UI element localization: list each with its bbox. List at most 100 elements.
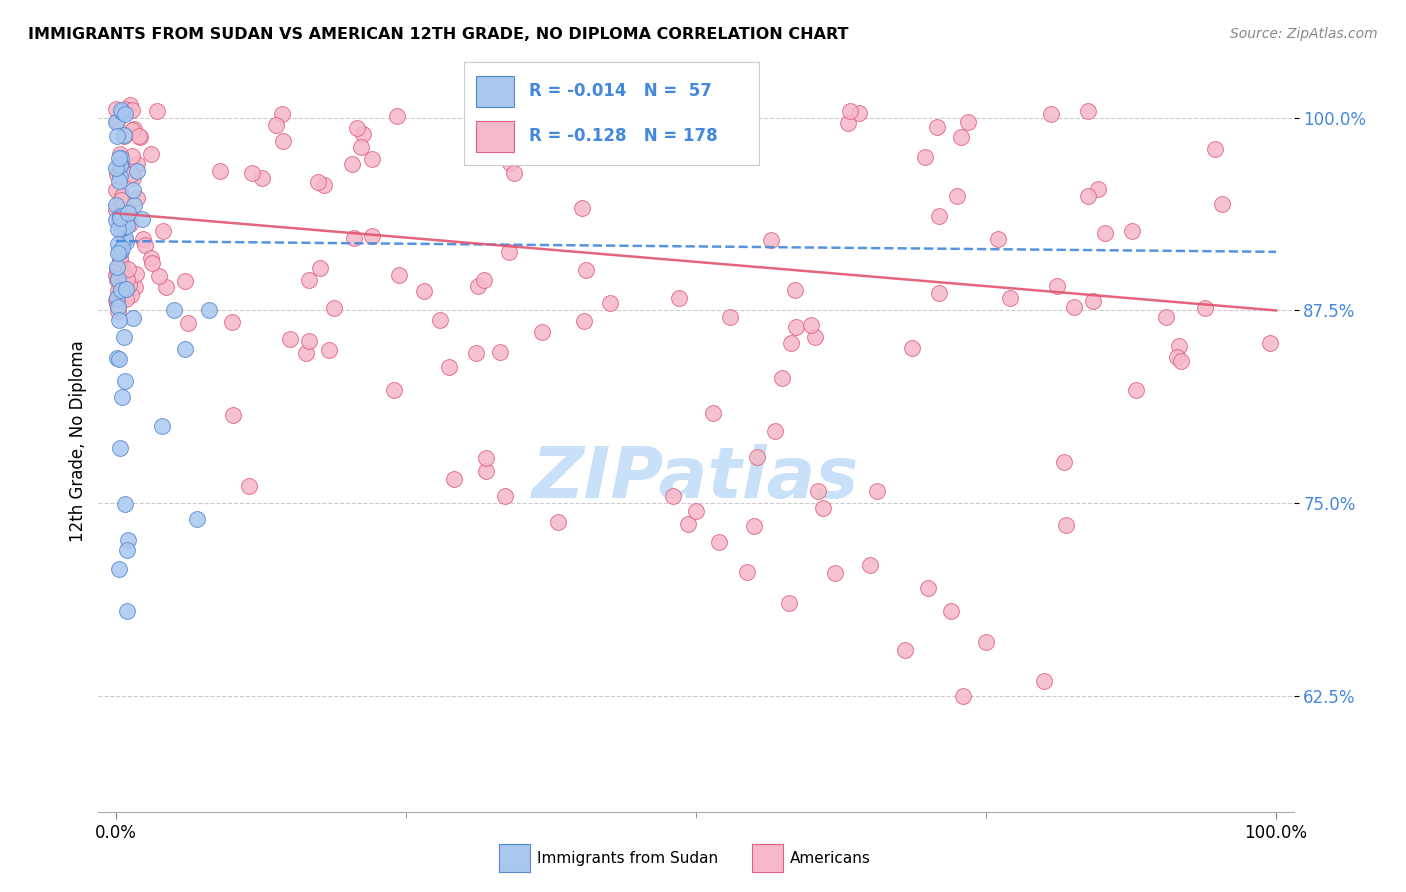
Point <box>780 335 803 350</box>
Point <box>1168 339 1191 353</box>
Point <box>702 406 724 420</box>
Point <box>110 244 132 259</box>
Point <box>945 189 967 203</box>
Point <box>105 260 128 275</box>
Point <box>186 511 208 525</box>
Point <box>131 212 153 227</box>
Point <box>108 151 131 165</box>
Point <box>914 150 936 164</box>
Point <box>1125 384 1147 398</box>
Point <box>974 635 997 649</box>
Point <box>941 604 963 618</box>
Point <box>152 224 174 238</box>
Point <box>494 489 516 503</box>
Point <box>115 272 138 286</box>
Point <box>1087 182 1109 196</box>
Point <box>108 295 131 310</box>
Point <box>107 246 129 260</box>
Point <box>104 183 127 197</box>
Point <box>105 203 128 218</box>
Point <box>987 231 1010 245</box>
Text: ZIPatlas: ZIPatlas <box>533 444 859 513</box>
Point <box>443 472 465 486</box>
Point <box>110 222 132 236</box>
Point <box>759 233 782 247</box>
Point <box>742 519 765 533</box>
Point <box>111 391 134 405</box>
Point <box>110 193 132 207</box>
Point <box>346 121 368 136</box>
Point <box>475 464 498 478</box>
Point <box>208 164 231 178</box>
Point <box>388 268 411 282</box>
Point <box>110 103 132 117</box>
Point <box>1033 673 1056 688</box>
Point <box>839 103 862 118</box>
Point <box>467 279 489 293</box>
Point <box>273 135 295 149</box>
Point <box>952 689 974 703</box>
Text: IMMIGRANTS FROM SUDAN VS AMERICAN 12TH GRADE, NO DIPLOMA CORRELATION CHART: IMMIGRANTS FROM SUDAN VS AMERICAN 12TH G… <box>28 27 849 42</box>
Point <box>307 175 329 189</box>
Point <box>1170 353 1192 368</box>
Point <box>298 273 321 287</box>
Point <box>240 166 263 180</box>
Point <box>1039 107 1062 121</box>
Point <box>271 107 294 121</box>
Point <box>197 303 219 318</box>
Point <box>894 642 917 657</box>
Point <box>121 149 143 163</box>
Point <box>155 280 177 294</box>
Point <box>1054 518 1077 533</box>
Point <box>387 109 409 123</box>
Point <box>595 124 617 138</box>
Point <box>572 314 595 328</box>
Point <box>1258 336 1281 351</box>
Point <box>104 293 127 308</box>
Point <box>108 312 131 326</box>
Point <box>111 189 134 203</box>
Point <box>139 147 162 161</box>
Point <box>117 262 139 277</box>
Point <box>866 483 889 498</box>
Point <box>221 314 243 328</box>
Point <box>105 161 128 175</box>
Point <box>117 206 139 220</box>
Point <box>114 231 136 245</box>
Point <box>499 156 522 170</box>
Point <box>117 542 139 557</box>
Point <box>859 558 882 572</box>
Point <box>1211 196 1233 211</box>
Point <box>718 310 741 324</box>
Point <box>105 268 128 282</box>
Point <box>139 251 162 265</box>
Point <box>599 296 621 310</box>
Point <box>107 129 129 144</box>
Point <box>110 211 132 226</box>
Point <box>125 157 148 171</box>
Point <box>118 278 141 293</box>
Point <box>114 330 136 344</box>
Point <box>107 300 129 314</box>
Point <box>361 229 384 244</box>
Point <box>108 251 131 265</box>
Point <box>900 341 922 355</box>
Point <box>117 604 139 618</box>
Point <box>472 273 495 287</box>
Point <box>107 291 129 305</box>
Point <box>121 167 143 181</box>
Point <box>111 104 134 119</box>
Point <box>115 219 138 233</box>
Point <box>118 205 141 219</box>
Point <box>685 504 707 518</box>
Point <box>129 129 152 144</box>
Point <box>429 313 451 327</box>
Point <box>264 118 287 132</box>
Point <box>114 107 136 121</box>
Point <box>108 352 131 367</box>
Point <box>998 291 1021 305</box>
Point <box>1204 142 1226 156</box>
Point <box>115 235 138 249</box>
Point <box>105 351 128 365</box>
Point <box>312 178 335 192</box>
